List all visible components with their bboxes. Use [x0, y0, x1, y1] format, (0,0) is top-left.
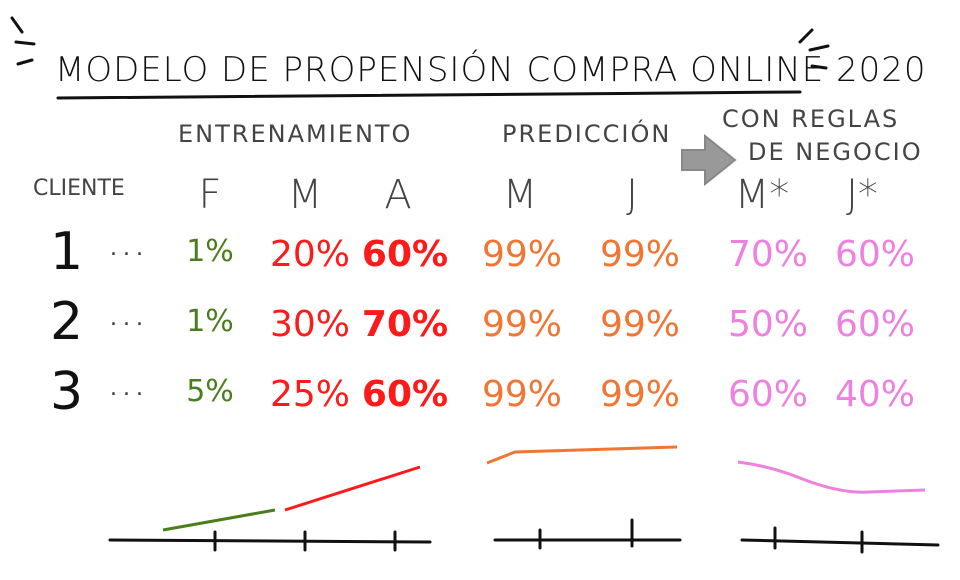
title-underline — [56, 90, 802, 100]
value-cell: 60% — [361, 234, 449, 275]
leader-dots: ... — [110, 306, 149, 331]
value-cell: 50% — [727, 304, 809, 345]
value-cell: 99% — [599, 374, 681, 415]
training-axis — [108, 538, 432, 544]
value-cell: 99% — [481, 304, 563, 345]
value-cell: 70% — [727, 234, 809, 275]
trend-line-prediction — [486, 445, 678, 465]
trend-line-training — [284, 465, 421, 512]
section-rules-line1: CON REGLAS — [722, 105, 900, 133]
value-cell: 70% — [361, 304, 449, 345]
value-cell: 60% — [834, 234, 916, 275]
column-header: M — [502, 172, 538, 218]
value-cell: 30% — [269, 304, 351, 345]
client-number: 1 — [50, 222, 84, 282]
column-header: A — [384, 172, 412, 218]
client-number: 3 — [50, 362, 84, 422]
section-prediction: PREDICCIÓN — [502, 120, 672, 148]
value-cell: 99% — [599, 304, 681, 345]
section-rules-line2: DE NEGOCIO — [748, 138, 923, 166]
trend-line-feb — [162, 508, 276, 532]
column-header: J* — [846, 172, 878, 218]
column-header: M* — [734, 172, 790, 218]
value-cell: 25% — [269, 374, 351, 415]
value-cell: 1% — [186, 304, 234, 339]
trend-line-rules — [737, 460, 926, 494]
section-training: ENTRENAMIENTO — [178, 120, 413, 148]
value-cell: 60% — [834, 304, 916, 345]
value-cell: 60% — [727, 374, 809, 415]
value-cell: 1% — [186, 234, 234, 269]
client-number: 2 — [50, 292, 84, 352]
column-header: M — [287, 172, 323, 218]
client-header: CLIENTE — [33, 176, 125, 201]
value-cell: 99% — [599, 234, 681, 275]
value-cell: 99% — [481, 234, 563, 275]
emphasis-marks-icon — [10, 16, 830, 70]
value-cell: 40% — [834, 374, 916, 415]
arrow-right-icon — [681, 133, 737, 187]
column-header: J — [626, 172, 638, 218]
leader-dots: ... — [110, 236, 149, 261]
value-cell: 60% — [361, 374, 449, 415]
value-cell: 5% — [186, 374, 234, 409]
column-header: F — [198, 172, 222, 218]
value-cell: 20% — [269, 234, 351, 275]
value-cell: 99% — [481, 374, 563, 415]
rules-axis — [740, 538, 940, 547]
page-title: MODELO DE PROPENSIÓN COMPRA ONLINE 2020 — [55, 50, 927, 90]
leader-dots: ... — [110, 376, 149, 401]
